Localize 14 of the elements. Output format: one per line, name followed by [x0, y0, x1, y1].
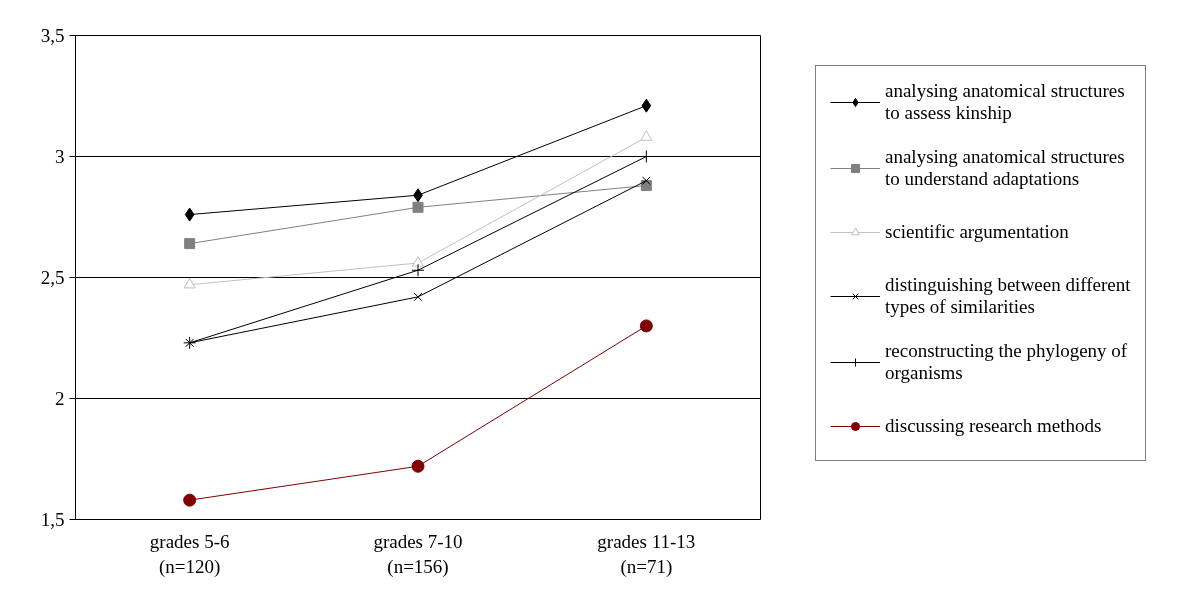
legend-label: scientific argumentation: [885, 220, 1069, 244]
legend-label: reconstructing the phylogeny of organisms: [885, 340, 1128, 384]
y-tick-label: 2: [55, 388, 65, 409]
x-tick-label: grades 7-10 (n=156): [373, 530, 463, 578]
legend-label: distinguishing between different types of similarities: [885, 274, 1131, 318]
y-tick-label: 3,5: [40, 25, 65, 46]
x-tick-label: grades 5-6 (n=120): [149, 530, 230, 578]
y-tick-label: 2,5: [40, 267, 65, 288]
legend-label: discussing research methods: [885, 414, 1102, 438]
y-tick-label: 1,5: [40, 509, 65, 530]
legend-label: analysing anatomical structures to understand adaptations: [885, 146, 1125, 190]
x-tick-label: grades 11-13 (n=71): [597, 530, 696, 578]
y-tick-label: 3: [55, 146, 65, 167]
legend-label: analysing anatomical structures to assess kinship: [885, 80, 1125, 124]
